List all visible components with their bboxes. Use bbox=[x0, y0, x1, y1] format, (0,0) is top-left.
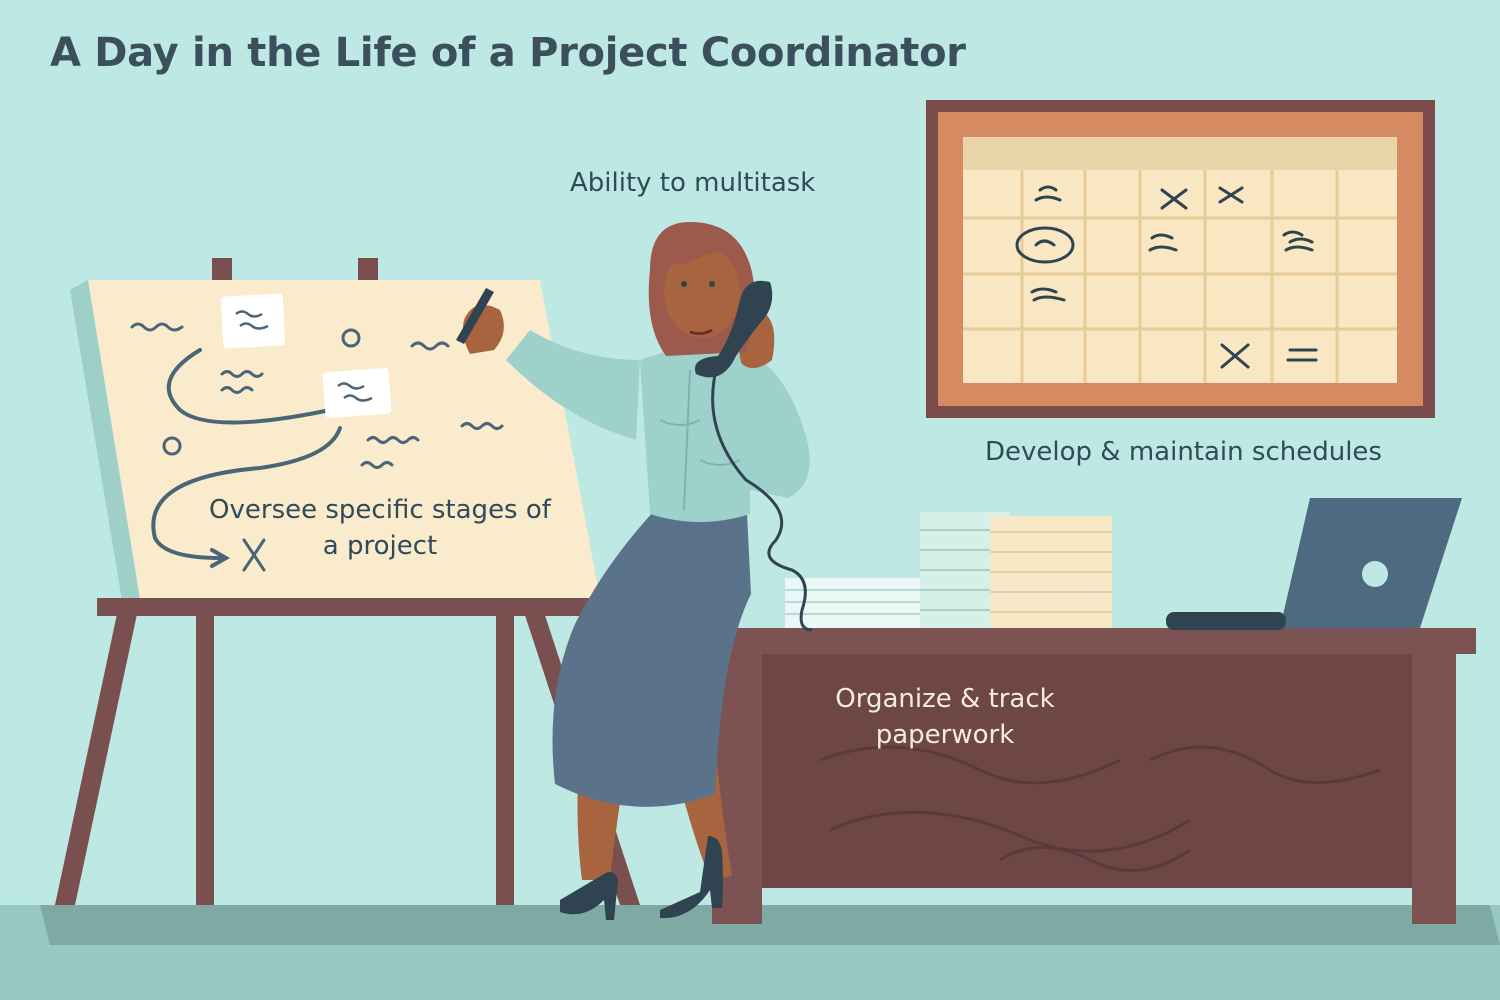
page-title: A Day in the Life of a Project Coordinat… bbox=[50, 30, 966, 76]
desk bbox=[700, 498, 1476, 924]
caption-multitask: Ability to multitask bbox=[570, 168, 816, 198]
woman-figure bbox=[456, 222, 813, 920]
sticky-notes bbox=[220, 293, 392, 418]
telephone-handset bbox=[694, 280, 773, 378]
right-shoe bbox=[660, 836, 723, 919]
floor-shadow bbox=[40, 905, 1500, 945]
laptop bbox=[1166, 498, 1462, 630]
pen bbox=[456, 288, 494, 344]
paper-stacks bbox=[785, 512, 1112, 628]
wall-calendar bbox=[926, 100, 1435, 418]
caption-paperwork: Organize & track paperwork bbox=[835, 684, 1055, 750]
telephone-cord bbox=[711, 369, 813, 632]
caption-oversee-stages: Oversee specific stages of a project bbox=[209, 495, 551, 561]
left-shoe bbox=[560, 872, 618, 920]
caption-schedules: Develop & maintain schedules bbox=[985, 437, 1382, 467]
